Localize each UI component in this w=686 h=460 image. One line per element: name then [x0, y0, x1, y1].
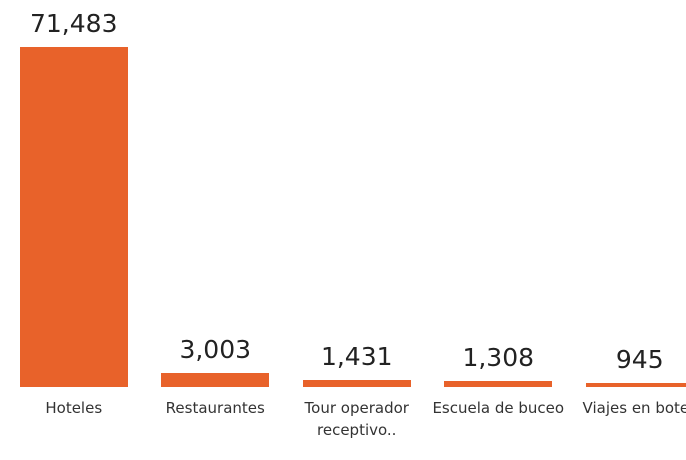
- value-label: 1,308: [462, 342, 535, 372]
- x-tick-label: Viajes en botes: [582, 399, 686, 417]
- bar: [585, 382, 686, 387]
- value-label: 3,003: [179, 334, 252, 364]
- bar: [161, 372, 270, 387]
- x-tick-label: Escuela de buceo: [432, 399, 565, 417]
- value-label: 71,483: [30, 9, 118, 38]
- x-tick-label: Tour operador receptivo..: [304, 399, 409, 439]
- value-label: 1,431: [320, 342, 393, 372]
- x-tick-label: Hoteles: [45, 399, 103, 417]
- value-label: 945: [615, 344, 664, 374]
- bar: [444, 380, 553, 387]
- x-tick-label: Restaurantes: [165, 399, 265, 417]
- bar: [302, 380, 411, 387]
- bar: [19, 47, 128, 387]
